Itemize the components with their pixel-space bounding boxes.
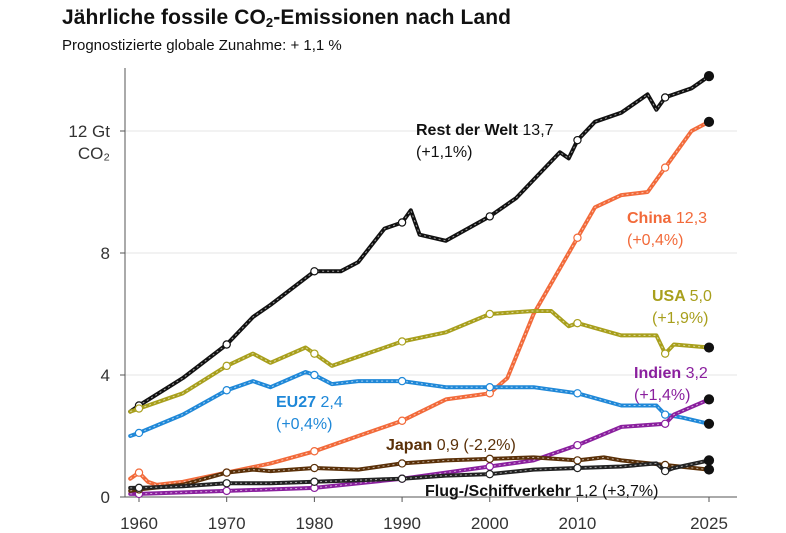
series-line-dash-flug (130, 459, 710, 489)
series-line-dash-china (129, 121, 710, 486)
data-point-japan (573, 456, 582, 465)
series-label-japan: Japan 0,9 (-2,2%) (386, 437, 516, 454)
data-point-flug (660, 466, 670, 476)
endpoint-japan (703, 464, 715, 475)
data-point-eu27 (310, 370, 319, 380)
series-line-china (128, 119, 711, 487)
series-change-china: (+0,4%) (627, 232, 683, 249)
y-tick-label: 8 (101, 244, 110, 263)
data-point-usa (573, 318, 582, 328)
data-point-flug (222, 479, 231, 488)
x-tick-label: 1970 (208, 514, 246, 533)
series-label-indien: Indien 3,2 (634, 365, 708, 382)
chart-title: Jährliche fossile CO2-Emissionen nach La… (62, 6, 512, 30)
data-point-usa (310, 349, 319, 358)
data-point-flug (310, 477, 319, 486)
data-point-usa (485, 309, 494, 319)
data-point-china (397, 416, 407, 425)
series-label-eu27: EU27 2,4 (276, 394, 343, 411)
data-point-flug (573, 463, 582, 473)
data-point-flug (397, 474, 407, 483)
data-point-indien (660, 419, 670, 428)
data-point-rest (222, 340, 231, 349)
data-point-indien (222, 486, 231, 496)
series-label-usa: USA 5,0 (652, 288, 712, 305)
data-point-eu27 (397, 376, 407, 386)
chart-subtitle: Prognostizierte globale Zunahme: + 1,1 % (62, 37, 342, 54)
data-point-usa (222, 361, 231, 371)
series-label-flug: Flug-/Schiffverkehr 1,2 (+3,7%) (425, 483, 658, 500)
data-point-japan (310, 463, 319, 473)
x-tick-label: 1960 (120, 514, 158, 533)
data-point-rest (397, 218, 407, 227)
x-tick-label: 2010 (559, 514, 597, 533)
endpoint-rest (703, 71, 715, 82)
data-point-eu27 (134, 428, 144, 438)
series-change-indien: (+1,4%) (634, 387, 690, 404)
data-point-rest (310, 267, 319, 276)
data-point-rest (485, 212, 494, 221)
data-point-china (134, 468, 144, 477)
data-point-china (310, 447, 319, 456)
data-point-indien (573, 440, 582, 450)
series-line-dash-rest (129, 75, 710, 413)
y-unit-label: CO₂ (78, 144, 110, 163)
endpoint-usa (703, 342, 715, 353)
series-label-china: China 12,3 (627, 210, 707, 227)
data-point-japan (222, 468, 231, 477)
data-point-indien (485, 462, 494, 471)
y-tick-label: 12 Gt (68, 122, 110, 141)
data-point-rest (573, 135, 582, 145)
data-point-china (573, 233, 582, 242)
endpoint-flug (703, 455, 715, 466)
data-point-usa (134, 404, 144, 413)
series-change-rest: (+1,1%) (416, 144, 472, 161)
series-change-eu27: (+0,4%) (276, 416, 332, 433)
data-point-rest (660, 93, 670, 102)
data-point-japan (485, 454, 494, 464)
data-point-eu27 (660, 410, 670, 419)
x-tick-label: 1990 (383, 514, 421, 533)
data-point-flug (485, 469, 494, 479)
data-point-usa (660, 349, 670, 358)
data-point-eu27 (485, 383, 494, 392)
x-tick-label: 1980 (295, 514, 333, 533)
y-tick-label: 4 (101, 366, 110, 385)
x-tick-label: 2025 (690, 514, 728, 533)
x-tick-label: 2000 (471, 514, 509, 533)
series-label-rest: Rest der Welt 13,7 (416, 122, 554, 139)
data-point-eu27 (222, 386, 231, 395)
endpoint-indien (703, 394, 715, 405)
series-change-usa: (+1,9%) (652, 310, 708, 327)
data-point-usa (397, 337, 407, 346)
series-line-dash-usa (130, 310, 710, 413)
endpoint-eu27 (703, 418, 715, 429)
data-point-eu27 (573, 389, 582, 398)
data-point-flug (134, 483, 144, 493)
y-tick-label: 0 (101, 488, 110, 507)
series-line-dash-eu27 (130, 371, 710, 437)
data-point-japan (397, 459, 407, 468)
endpoint-china (703, 116, 715, 127)
data-point-china (660, 163, 670, 172)
